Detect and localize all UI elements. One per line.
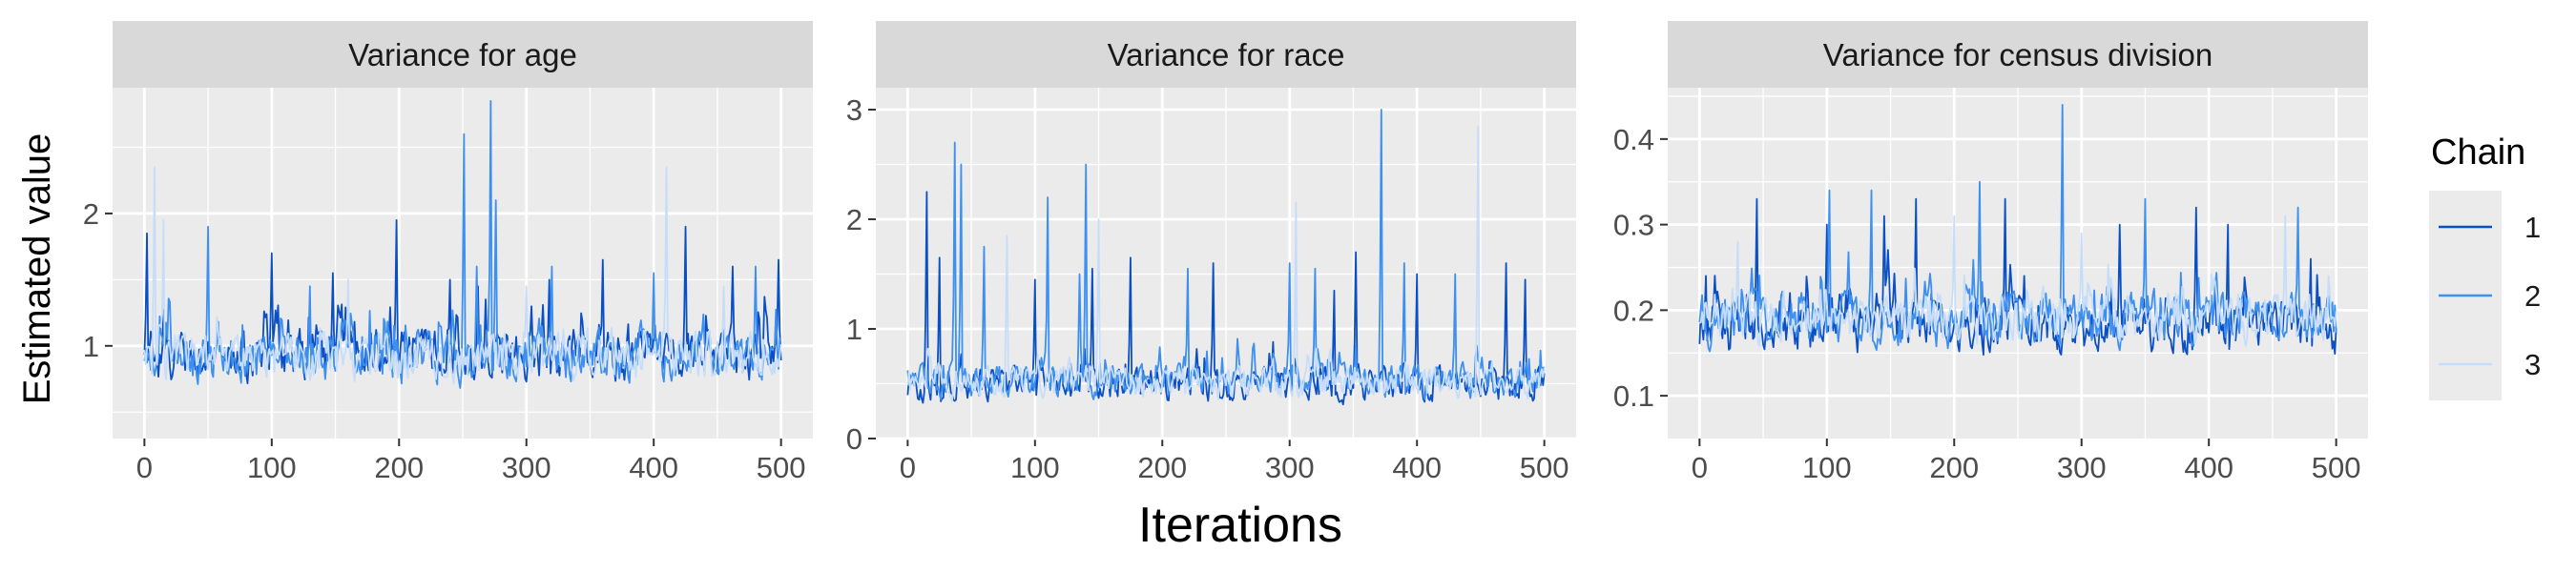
x-tick-label: 200 <box>374 451 424 484</box>
x-tick-label: 500 <box>757 451 806 484</box>
y-tick-label: 0 <box>846 422 862 456</box>
x-tick-label: 100 <box>247 451 297 484</box>
series-lines <box>1698 104 2337 357</box>
series-lines <box>906 109 1546 406</box>
x-tick-label: 100 <box>1010 451 1060 484</box>
x-tick-label: 400 <box>1392 451 1442 484</box>
x-tick-label: 0 <box>136 451 153 484</box>
legend-label: 3 <box>2524 348 2541 381</box>
y-axis-title: Estimated value <box>16 133 58 405</box>
facet-panel: Variance for race 0 100 200 300 400 500 0 1 2 3 <box>846 21 1576 484</box>
facet-strip <box>1668 21 2368 88</box>
x-tick-label: 500 <box>1520 451 1569 484</box>
legend: Chain 1 2 3 <box>2429 133 2541 400</box>
x-axis-title: Iterations <box>1138 498 1342 553</box>
series-lines <box>143 99 782 389</box>
y-tick-label: 1 <box>846 313 862 346</box>
x-tick-label: 300 <box>2057 451 2107 484</box>
x-tick-label: 0 <box>900 451 916 484</box>
x-tick-label: 300 <box>502 451 551 484</box>
legend-entries: 1 2 3 <box>2439 211 2541 381</box>
series-line-chain-2 <box>1698 104 2337 353</box>
x-tick-label: 400 <box>2184 451 2233 484</box>
legend-title: Chain <box>2431 133 2525 173</box>
x-tick-label: 200 <box>1137 451 1187 484</box>
facet-panel: Variance for age 0 100 200 300 400 500 1 2 <box>83 21 813 484</box>
y-tick-label: 2 <box>846 203 862 236</box>
facet-panel: Variance for census division 0 100 200 300 40… <box>1613 21 2368 484</box>
facet-strip <box>876 21 1576 88</box>
y-tick-label: 0.1 <box>1613 379 1654 413</box>
x-tick-label: 300 <box>1265 451 1315 484</box>
facet-strip <box>113 21 813 88</box>
x-tick-label: 200 <box>1929 451 1979 484</box>
y-tick-label: 0.3 <box>1613 209 1654 242</box>
facet-strip-title: Variance for race <box>1108 37 1345 72</box>
x-tick-label: 0 <box>1692 451 1708 484</box>
series-line-chain-3 <box>906 125 1546 402</box>
series-line-chain-3 <box>143 166 782 385</box>
y-tick-label: 3 <box>846 93 862 127</box>
series-line-chain-3 <box>1699 214 2337 347</box>
x-tick-label: 400 <box>629 451 678 484</box>
facet-strip-title: Variance for age <box>348 37 577 72</box>
x-tick-label: 500 <box>2312 451 2361 484</box>
y-tick-label: 2 <box>83 197 99 231</box>
facet-strip-title: Variance for census division <box>1823 37 2212 72</box>
y-tick-label: 1 <box>83 330 99 363</box>
legend-label: 1 <box>2524 211 2541 244</box>
x-tick-label: 100 <box>1802 451 1852 484</box>
legend-label: 2 <box>2524 279 2541 313</box>
y-tick-label: 0.4 <box>1613 123 1654 156</box>
y-tick-label: 0.2 <box>1613 294 1654 327</box>
